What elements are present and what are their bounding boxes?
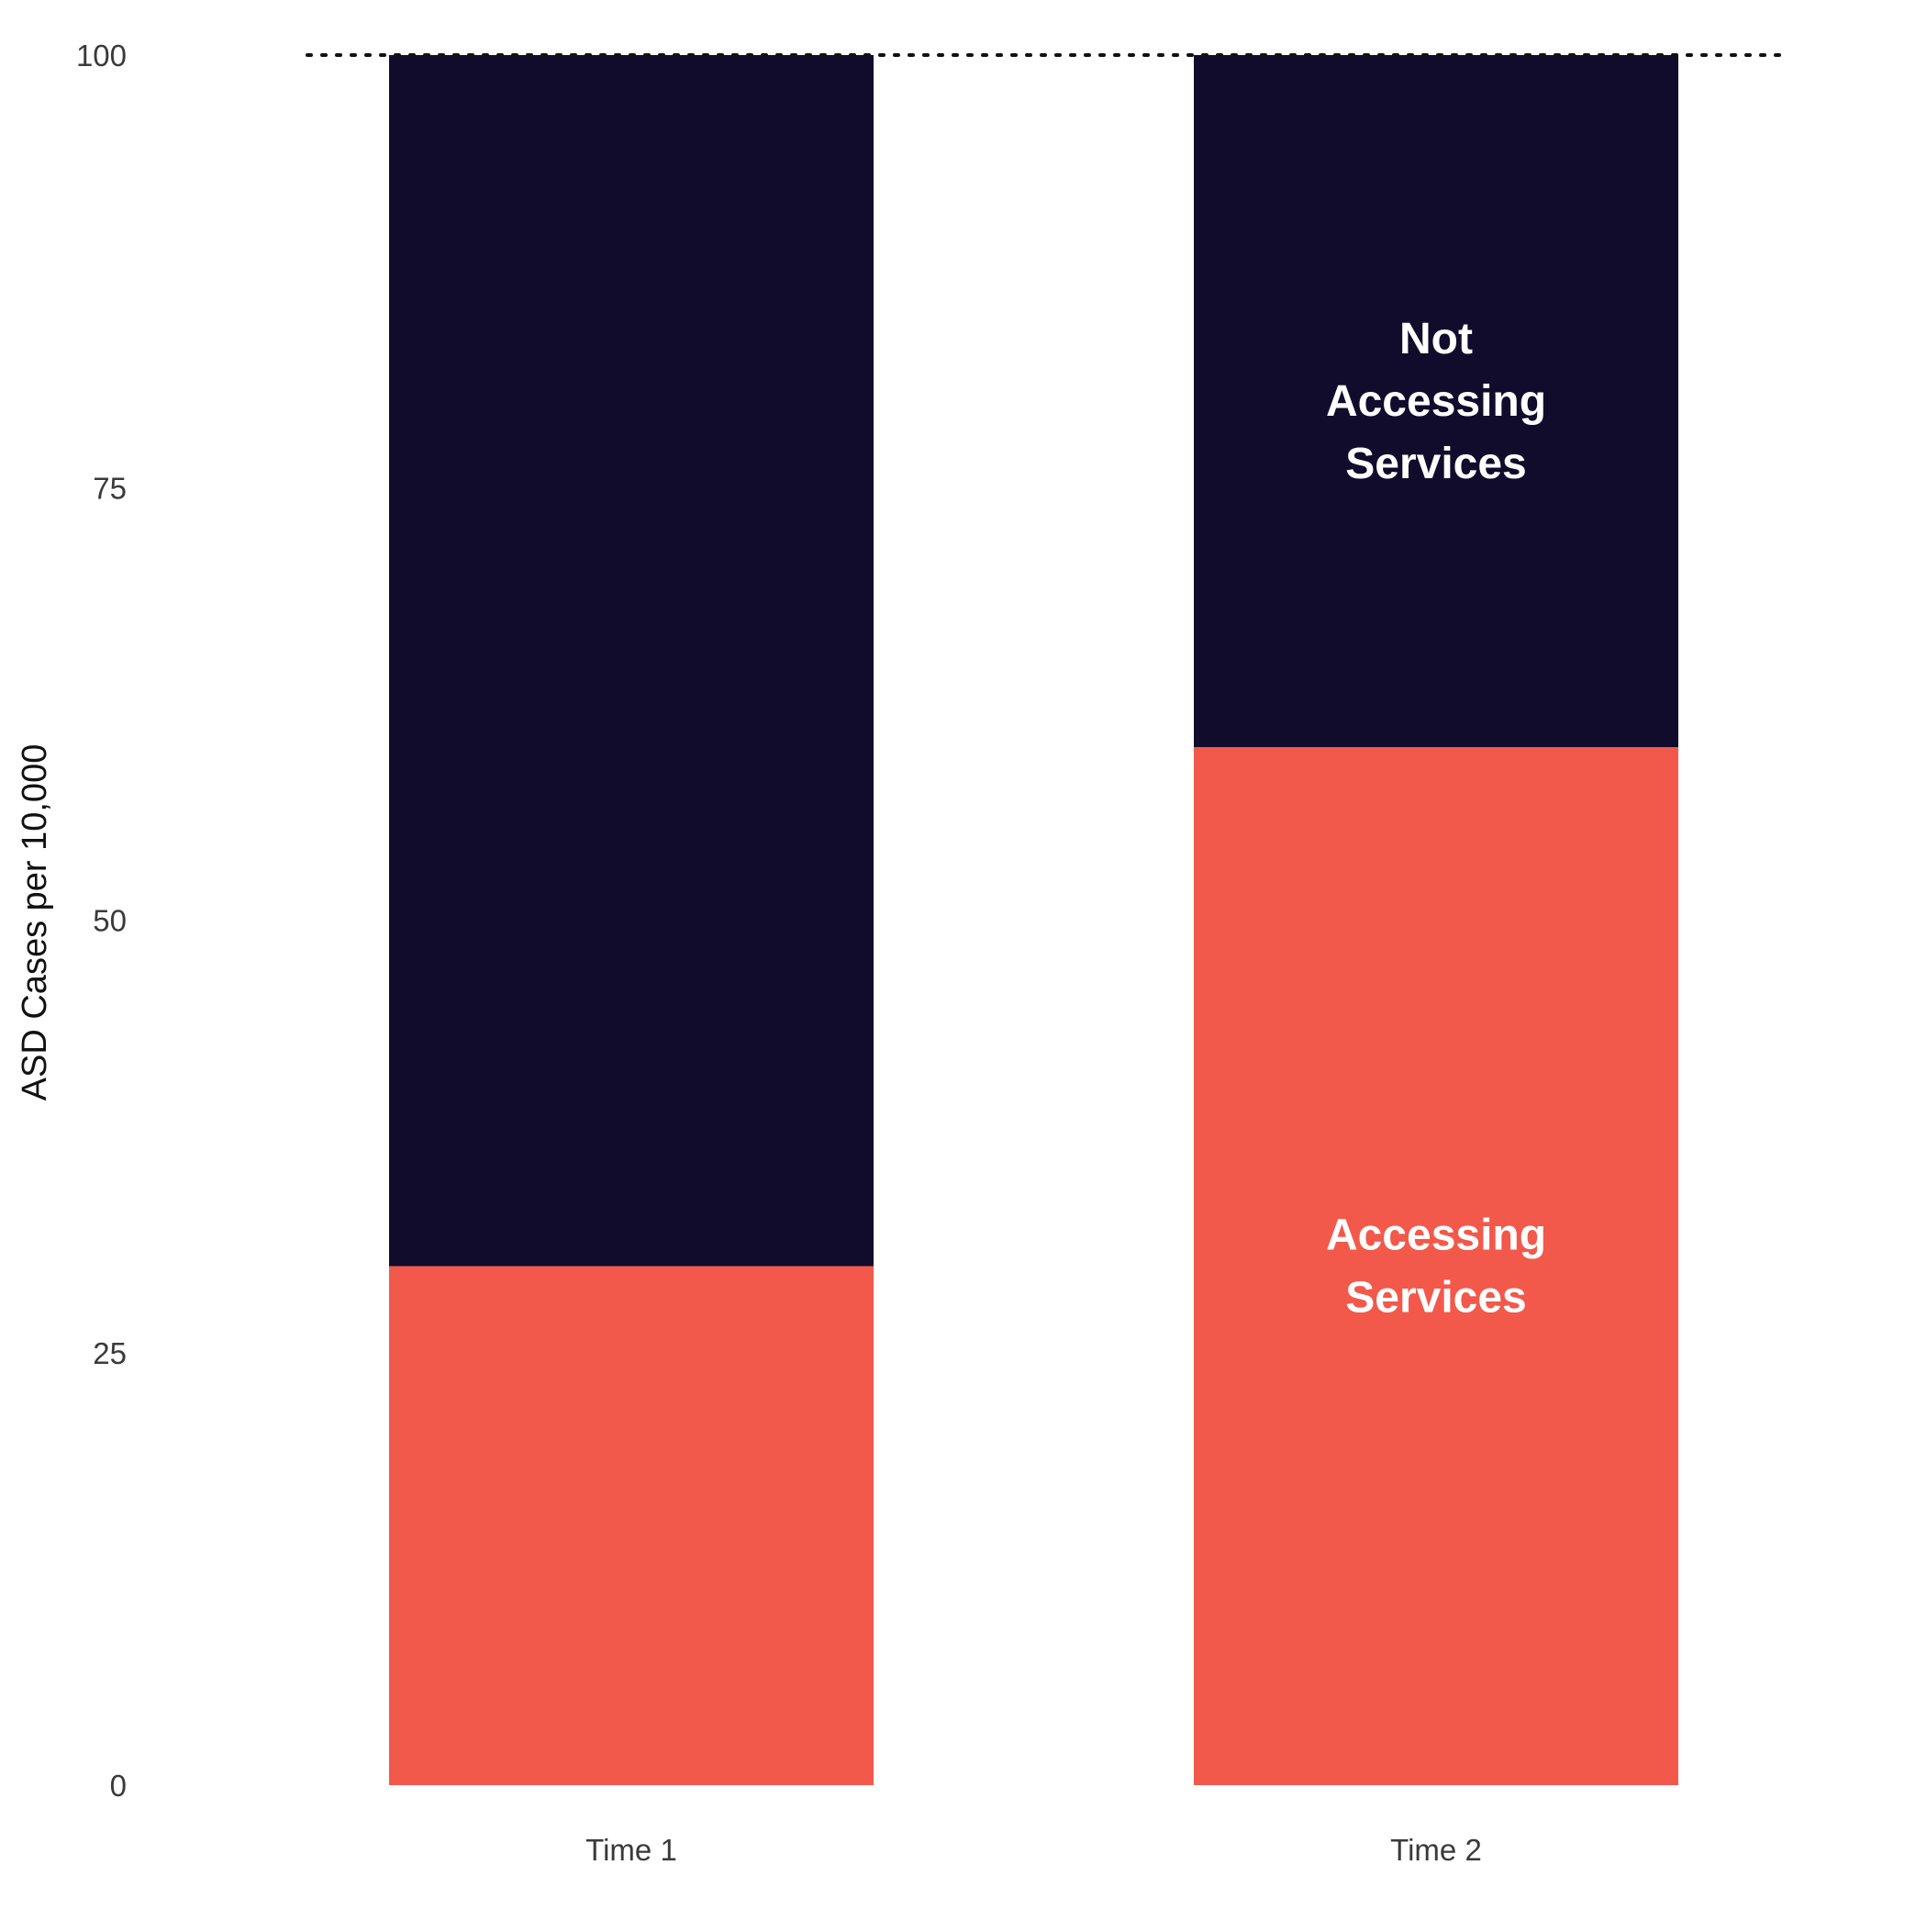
x-axis: Time 1 Time 2 (585, 1833, 1482, 1867)
segment-labels-layer: Not Accessing Services Accessing Services (1326, 315, 1546, 1323)
y-axis: 0 25 50 75 100 (76, 39, 127, 1803)
bars-layer (389, 55, 1678, 1785)
x-tick-label-time-1: Time 1 (585, 1833, 677, 1867)
bar-time-1-not-accessing-services (389, 55, 874, 1267)
y-tick-label-100: 100 (76, 39, 127, 73)
bar-time-1-accessing-services (389, 1266, 874, 1785)
segment-label-not-accessing-services: Not Accessing Services (1326, 315, 1546, 488)
y-tick-label-75: 75 (93, 471, 127, 505)
y-axis-title: ASD Cases per 10,000 (16, 744, 54, 1101)
y-tick-label-0: 0 (110, 1769, 127, 1803)
y-tick-label-25: 25 (93, 1336, 127, 1370)
bar-time-2-accessing-services (1194, 747, 1678, 1785)
segment-label-line: Not (1399, 315, 1473, 363)
bar-time-2-not-accessing-services (1194, 55, 1678, 747)
segment-label-line: Accessing (1326, 377, 1546, 426)
segment-label-accessing-services: Accessing Services (1326, 1212, 1546, 1323)
y-tick-label-50: 50 (93, 904, 127, 938)
segment-label-line: Accessing (1326, 1212, 1546, 1260)
segment-label-line: Services (1345, 1274, 1527, 1323)
segment-label-line: Services (1345, 440, 1527, 488)
x-tick-label-time-2: Time 2 (1390, 1833, 1482, 1867)
